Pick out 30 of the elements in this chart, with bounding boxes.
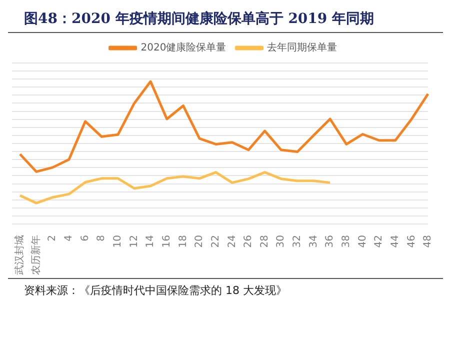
x-tick-label: 36 <box>324 235 336 248</box>
x-tick-label: 42 <box>374 235 385 248</box>
x-tick-label: 44 <box>390 235 401 248</box>
x-tick-label: 26 <box>243 235 254 248</box>
x-tick-label: 40 <box>357 235 368 248</box>
x-tick-label: 18 <box>178 235 189 248</box>
x-tick-label: 32 <box>292 235 304 248</box>
x-tick-label: 武汉封城 <box>14 235 26 275</box>
x-tick-label: 8 <box>96 235 108 242</box>
x-tick-label: 34 <box>308 235 320 248</box>
x-tick-label: 6 <box>80 235 91 242</box>
x-tick-label: 28 <box>259 235 270 248</box>
legend-label: 2020健康险保单量 <box>140 42 226 54</box>
x-tick-label: 2 <box>47 235 58 242</box>
chart-title: 图48：2020 年疫情期间健康险保单高于 2019 年同期 <box>8 8 443 33</box>
x-tick-label: 16 <box>161 235 172 248</box>
x-tick-label: 48 <box>422 235 434 248</box>
x-tick-label: 12 <box>128 235 140 248</box>
x-tick-label: 38 <box>340 235 352 248</box>
x-tick-label: 农历新年 <box>30 235 42 275</box>
x-tick-label: 30 <box>276 235 287 248</box>
x-tick-label: 46 <box>406 235 418 248</box>
x-tick-label: 14 <box>145 235 156 248</box>
x-tick-label: 10 <box>112 235 124 248</box>
x-tick-label: 22 <box>210 235 222 248</box>
x-tick-label: 20 <box>194 235 206 248</box>
legend-label: 去年同期保单量 <box>267 42 338 54</box>
x-tick-label: 4 <box>64 235 75 242</box>
x-tick-label: 24 <box>226 235 238 248</box>
text: 资料来源：《后疫情时代中国保险需求的 18 大发现》 <box>8 278 443 298</box>
